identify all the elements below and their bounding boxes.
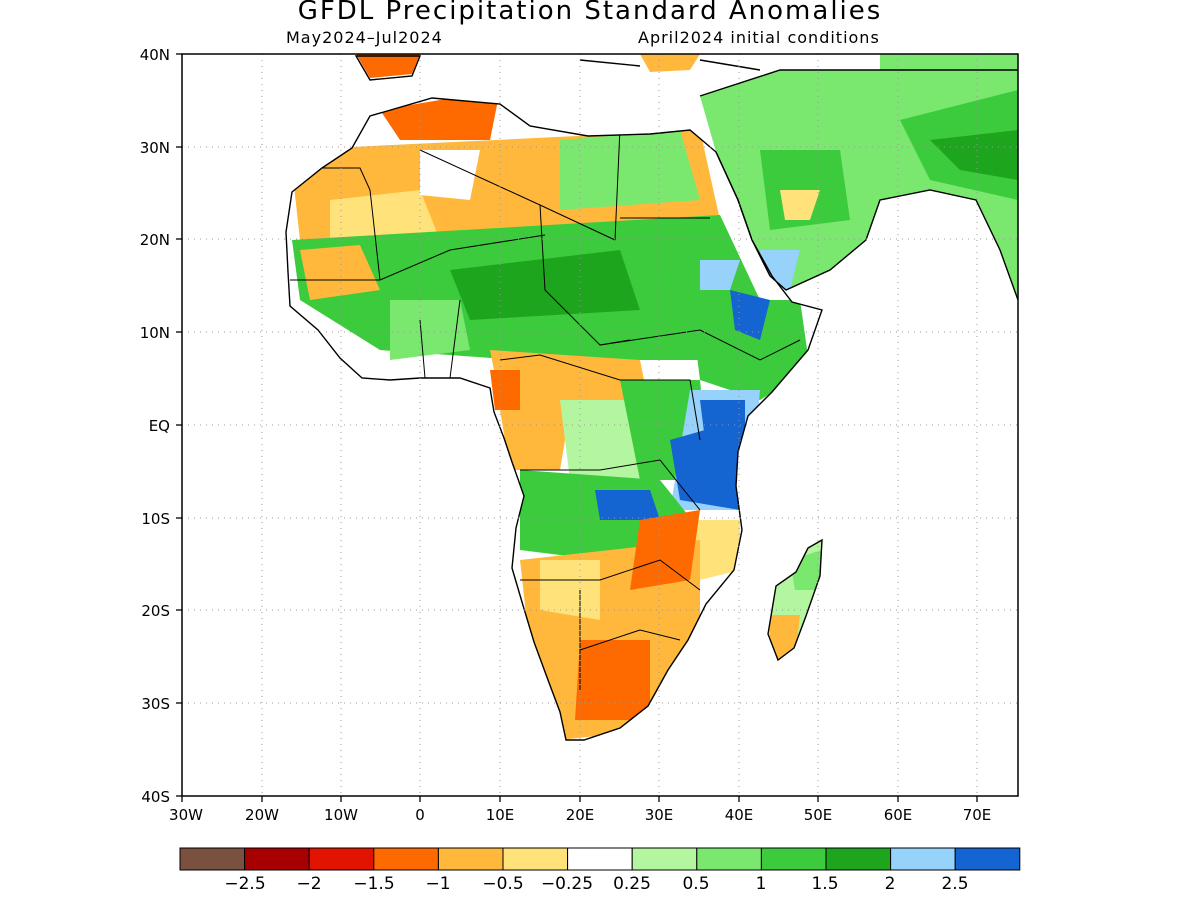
colorbar-swatch xyxy=(308,847,375,871)
lon-label: 60E xyxy=(884,806,913,824)
lon-label: 30E xyxy=(645,806,674,824)
colorbar-label: −2 xyxy=(296,874,321,894)
lon-label: 40E xyxy=(725,806,754,824)
period-label: May2024–Jul2024 xyxy=(286,28,443,47)
lon-label: 30W xyxy=(169,806,203,824)
coastlines xyxy=(285,55,1018,741)
colorbar-swatch xyxy=(696,847,762,871)
ethiopia-wet xyxy=(690,300,810,400)
lat-label: 10N xyxy=(140,324,170,342)
lat-label: EQ xyxy=(149,417,170,435)
lat-label: 20S xyxy=(141,602,170,620)
colorbar-swatch xyxy=(890,847,956,871)
colorbar-swatch xyxy=(825,847,892,871)
colorbar-label: −1.5 xyxy=(353,874,394,894)
colorbar-swatch xyxy=(437,847,504,871)
colorbar-swatch xyxy=(502,847,569,871)
colorbar-label: −0.25 xyxy=(541,874,593,894)
colorbar-swatch xyxy=(179,847,246,871)
colorbar-label: 0.25 xyxy=(613,874,651,894)
lat-label: 40S xyxy=(141,788,170,806)
init-label: April2024 initial conditions xyxy=(638,28,880,47)
colorbar-label: 2 xyxy=(885,874,896,894)
colorbar-label: −1 xyxy=(425,874,450,894)
colorbar-label: 1.5 xyxy=(811,874,838,894)
lon-label: 0 xyxy=(415,806,425,824)
colorbar-label: 0.5 xyxy=(682,874,709,894)
lat-label: 40N xyxy=(140,46,170,64)
lon-label: 10E xyxy=(486,806,515,824)
lon-label: 50E xyxy=(804,806,833,824)
colorbar-swatch xyxy=(631,847,698,871)
colorbar xyxy=(179,847,1021,871)
lat-label: 30N xyxy=(140,139,170,157)
map-title: GFDL Precipitation Standard Anomalies xyxy=(297,0,883,26)
iberia-field xyxy=(356,54,420,78)
colorbar-label: −0.5 xyxy=(482,874,523,894)
colorbar-labels: −2.5 −2 −1.5 −1 −0.5 −0.25 0.25 0.5 1 1.… xyxy=(224,874,968,894)
colorbar-swatch xyxy=(760,847,827,871)
lat-label: 20N xyxy=(140,231,170,249)
lon-label: 20W xyxy=(245,806,279,824)
colorbar-swatch xyxy=(567,847,633,871)
grid-lines xyxy=(182,54,1018,796)
colorbar-swatch xyxy=(244,847,310,871)
lon-label: 10W xyxy=(324,806,358,824)
colorbar-label: 1 xyxy=(756,874,767,894)
colorbar-swatch xyxy=(954,847,1021,871)
lon-label: 20E xyxy=(566,806,595,824)
lat-label: 10S xyxy=(141,510,170,528)
colorbar-swatch xyxy=(373,847,439,871)
axis-ticks xyxy=(176,53,978,802)
colorbar-label: −2.5 xyxy=(224,874,265,894)
country-borders xyxy=(290,127,801,690)
lat-label: 30S xyxy=(141,695,170,713)
lon-label: 70E xyxy=(963,806,992,824)
colorbar-label: 2.5 xyxy=(941,874,968,894)
